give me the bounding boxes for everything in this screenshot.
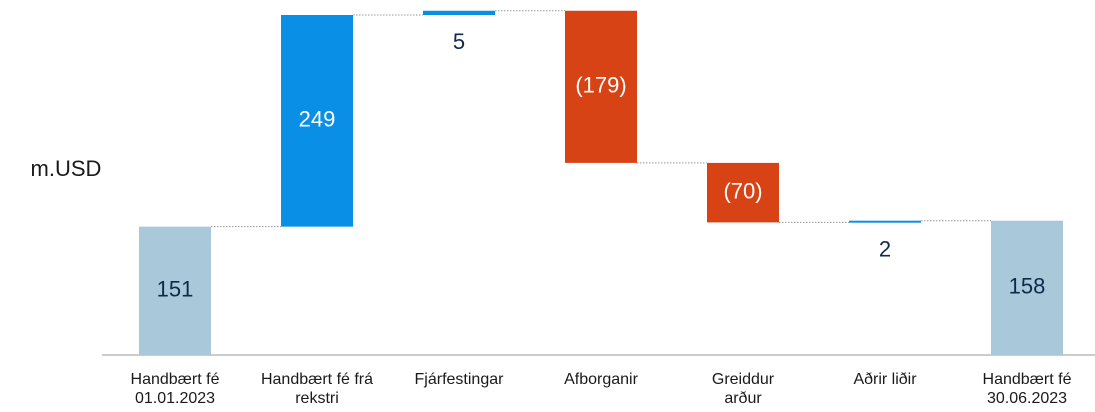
bar xyxy=(707,162,779,223)
bar xyxy=(139,226,211,355)
x-tick-label: Aðrir liðir xyxy=(853,371,917,388)
bar xyxy=(423,10,495,15)
value-label: 2 xyxy=(879,237,891,262)
value-label: (70) xyxy=(723,178,762,203)
x-tick-label: Greiddur arður xyxy=(711,371,775,407)
value-label: 158 xyxy=(1009,274,1046,299)
x-tick-label: Handbært fé 01.01.2023 xyxy=(130,371,220,407)
value-label: 151 xyxy=(157,277,194,302)
value-label: 5 xyxy=(453,29,465,54)
axis-label: m.USD xyxy=(31,156,102,181)
bar xyxy=(849,220,921,223)
bar xyxy=(281,15,353,227)
bar xyxy=(991,220,1063,355)
x-tick-label: Handbært fé 30.06.2023 xyxy=(982,371,1072,407)
x-tick-label: Afborganir xyxy=(564,371,638,388)
bar xyxy=(565,10,637,163)
value-label: 249 xyxy=(299,107,336,132)
value-label: (179) xyxy=(575,73,626,98)
x-tick-label: Handbært fé frá rekstri xyxy=(260,371,374,407)
x-tick-label: Fjárfestingar xyxy=(414,371,504,388)
